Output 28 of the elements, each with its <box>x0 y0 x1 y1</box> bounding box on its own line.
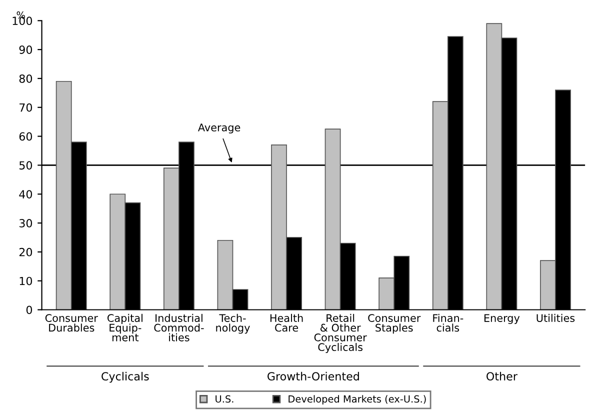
x-tick-label: Finan- cials <box>433 314 464 332</box>
legend-label: Developed Markets (ex-U.S.) <box>288 395 426 405</box>
x-tick-label: Capital Equip- ment <box>107 314 142 342</box>
text: Other <box>486 372 518 381</box>
x-tick-label: Utilities <box>536 314 575 322</box>
legend-label: U.S. <box>216 395 234 403</box>
y-tick-label: 70 <box>20 103 32 112</box>
ref-line-label: Average <box>198 124 240 134</box>
x-tick-label: Retail & Other Consumer Cyclicals <box>314 314 367 354</box>
y-tick-label: 20 <box>19 248 32 256</box>
y-tick-label: 80 <box>19 74 32 83</box>
x-tick-label: Consumer Staples <box>368 314 421 334</box>
y-tick-label: 90 <box>19 46 32 54</box>
x-tick-label: Energy <box>484 314 520 324</box>
x-tick-label: Tech- nology <box>216 314 250 334</box>
y-tick-label: 60 <box>19 132 32 141</box>
text: Cyclicals <box>102 372 149 383</box>
x-tick-label: Consumer Durables <box>45 314 98 332</box>
y-tick-label: 10 <box>20 276 32 286</box>
y-axis-title: % <box>16 11 25 19</box>
y-tick-label: 50 <box>19 161 32 170</box>
y-tick-label: 0 <box>26 306 32 314</box>
x-tick-label: Health Care <box>270 314 303 332</box>
y-tick-label: 40 <box>19 190 32 198</box>
text: Growth-Oriented <box>268 372 359 381</box>
y-tick-label: 30 <box>19 218 32 228</box>
y-tick-label: 100 <box>12 16 32 26</box>
x-tick-label: Industrial Commod- ities <box>154 314 204 342</box>
